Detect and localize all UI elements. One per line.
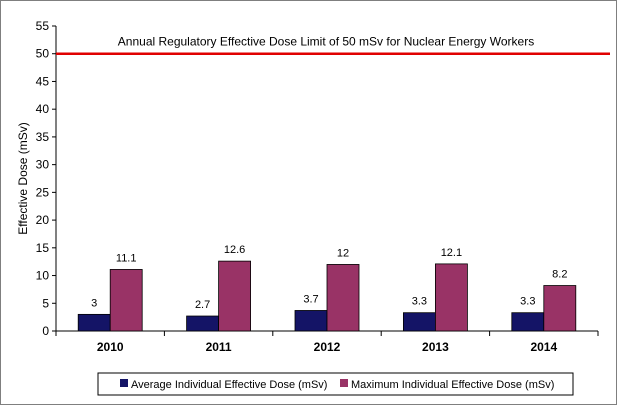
y-tick-label: 0: [42, 324, 49, 338]
data-label-maximum: 8.2: [552, 269, 567, 281]
bar-average: [511, 312, 545, 332]
y-tick-label: 5: [42, 296, 49, 310]
bar-maximum: [434, 263, 468, 332]
data-label-average: 3.3: [520, 296, 535, 308]
y-tick-label: 50: [36, 47, 50, 61]
legend-box: [97, 372, 574, 396]
x-category-label: 2011: [206, 340, 232, 354]
bar-average: [186, 315, 220, 332]
dose-limit-label: Annual Regulatory Effective Dose Limit o…: [118, 35, 534, 49]
reference-line-group: Annual Regulatory Effective Dose Limit o…: [56, 35, 610, 55]
y-tick-label: 30: [36, 158, 50, 172]
bars: 3 2.7 3.7 3.3 3.3 11.1 12.6 12 12.1 8.2: [77, 244, 577, 332]
legend-label-maximum: Maximum Individual Effective Dose (mSv): [351, 379, 554, 391]
x-category-label: 2014: [530, 340, 557, 354]
data-label-average: 3: [91, 297, 97, 309]
x-category-label: 2010: [97, 340, 124, 354]
bar-maximum: [543, 285, 577, 332]
data-label-maximum: 12: [337, 247, 349, 259]
y-axis-title: Effective Dose (mSv): [16, 122, 30, 234]
data-label-maximum: 12.6: [224, 244, 245, 256]
x-axis: 2010 2011 2012 2013 2014: [55, 330, 599, 354]
data-label-average: 2.7: [195, 299, 210, 311]
bar-maximum: [109, 269, 143, 332]
legend-swatch-average: [120, 379, 128, 387]
y-tick-label: 35: [36, 130, 50, 144]
legend-swatch-maximum: [340, 379, 348, 387]
bar-average: [402, 312, 436, 332]
legend-label-average: Average Individual Effective Dose (mSv): [131, 379, 327, 391]
y-tick-label: 25: [36, 185, 50, 199]
data-label-maximum: 12.1: [441, 247, 462, 259]
bar-maximum: [218, 260, 252, 332]
legend: Average Individual Effective Dose (mSv) …: [97, 372, 574, 396]
bar-average: [294, 310, 328, 332]
data-label-average: 3.3: [412, 296, 427, 308]
y-tick-label: 55: [36, 19, 50, 33]
y-tick-label: 40: [36, 102, 50, 116]
y-axis: 0 5 10 15 20 25 30 35 40 45 50 55: [36, 19, 57, 338]
bar-average: [77, 313, 111, 332]
y-tick-label: 20: [36, 213, 50, 227]
y-tick-label: 15: [36, 241, 50, 255]
bar-maximum: [326, 264, 360, 332]
x-category-label: 2012: [314, 340, 341, 354]
y-tick-label: 10: [36, 269, 50, 283]
y-tick-label: 45: [36, 74, 50, 88]
data-label-maximum: 11.1: [116, 252, 137, 264]
x-category-label: 2013: [422, 340, 449, 354]
data-label-average: 3.7: [303, 293, 318, 305]
